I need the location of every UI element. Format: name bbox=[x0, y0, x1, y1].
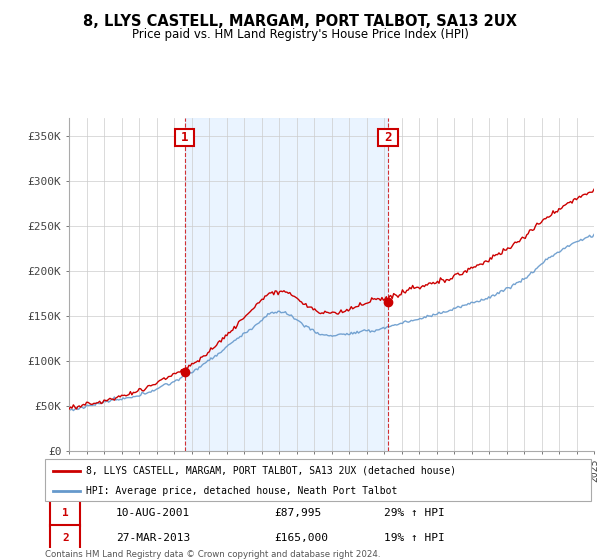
Text: £87,995: £87,995 bbox=[274, 508, 322, 518]
Bar bbox=[185, 118, 388, 451]
FancyBboxPatch shape bbox=[45, 459, 591, 501]
Text: 19% ↑ HPI: 19% ↑ HPI bbox=[383, 533, 444, 543]
Text: 2: 2 bbox=[62, 533, 69, 543]
Text: Price paid vs. HM Land Registry's House Price Index (HPI): Price paid vs. HM Land Registry's House … bbox=[131, 28, 469, 41]
Text: HPI: Average price, detached house, Neath Port Talbot: HPI: Average price, detached house, Neat… bbox=[86, 486, 397, 496]
FancyBboxPatch shape bbox=[50, 501, 80, 526]
Text: 8, LLYS CASTELL, MARGAM, PORT TALBOT, SA13 2UX (detached house): 8, LLYS CASTELL, MARGAM, PORT TALBOT, SA… bbox=[86, 466, 456, 476]
FancyBboxPatch shape bbox=[50, 525, 80, 550]
Text: 29% ↑ HPI: 29% ↑ HPI bbox=[383, 508, 444, 518]
Text: 8, LLYS CASTELL, MARGAM, PORT TALBOT, SA13 2UX: 8, LLYS CASTELL, MARGAM, PORT TALBOT, SA… bbox=[83, 14, 517, 29]
FancyBboxPatch shape bbox=[379, 129, 398, 146]
Text: Contains HM Land Registry data © Crown copyright and database right 2024.
This d: Contains HM Land Registry data © Crown c… bbox=[45, 550, 380, 560]
FancyBboxPatch shape bbox=[175, 129, 194, 146]
Text: £165,000: £165,000 bbox=[274, 533, 328, 543]
Text: 27-MAR-2013: 27-MAR-2013 bbox=[116, 533, 190, 543]
Text: 2: 2 bbox=[384, 131, 392, 144]
Text: 10-AUG-2001: 10-AUG-2001 bbox=[116, 508, 190, 518]
Text: 1: 1 bbox=[181, 131, 188, 144]
Text: 1: 1 bbox=[62, 508, 69, 518]
